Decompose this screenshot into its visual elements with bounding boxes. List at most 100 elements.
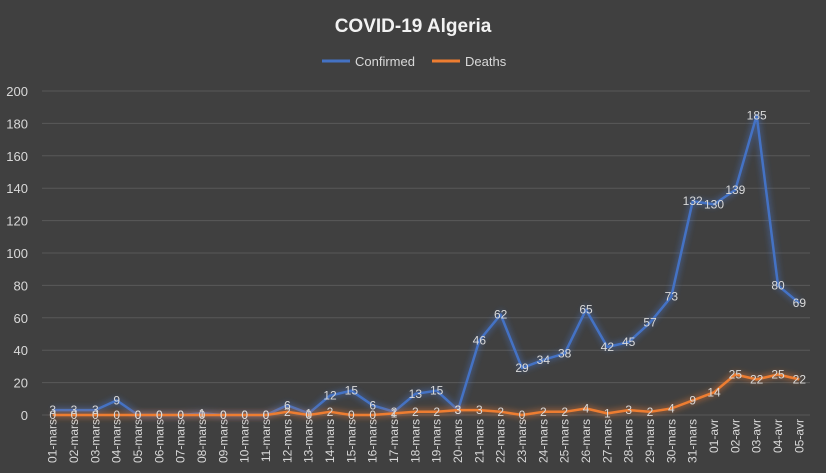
legend: Confirmed Deaths: [322, 54, 507, 69]
data-label-confirmed: 0: [241, 408, 248, 422]
data-label-deaths: 4: [583, 402, 590, 416]
data-label-deaths: 1: [604, 406, 611, 420]
x-tick-label: 06-mars: [152, 419, 166, 463]
data-label-confirmed: 139: [725, 183, 745, 197]
data-label-deaths: 14: [707, 385, 721, 399]
data-label-deaths: 0: [220, 408, 227, 422]
data-label-deaths: 3: [455, 403, 462, 417]
x-tick-label: 23-mars: [515, 419, 529, 463]
data-label-confirmed: 34: [537, 353, 551, 367]
x-tick-label: 02-mars: [67, 419, 81, 463]
data-label-deaths: 2: [561, 405, 568, 419]
x-tick-label: 01-avr: [707, 419, 721, 453]
x-tick-label: 02-avr: [728, 419, 742, 453]
data-label-deaths: 2: [412, 405, 419, 419]
data-label-confirmed: 62: [494, 308, 508, 322]
data-label-confirmed: 65: [579, 303, 593, 317]
x-tick-label: 21-mars: [472, 419, 486, 463]
x-tick-label: 07-mars: [174, 419, 188, 463]
data-label-deaths: 22: [750, 372, 764, 386]
data-label-deaths: 2: [647, 405, 654, 419]
legend-label-deaths: Deaths: [465, 54, 507, 69]
data-label-deaths: 0: [199, 408, 206, 422]
data-label-deaths: 3: [476, 403, 483, 417]
data-label-confirmed: 45: [622, 335, 636, 349]
data-label-deaths: 2: [540, 405, 547, 419]
data-label-confirmed: 6: [284, 398, 291, 412]
x-tick-label: 04-avr: [771, 419, 785, 453]
data-label-deaths: 0: [519, 408, 526, 422]
data-label-deaths: 0: [92, 408, 99, 422]
data-label-deaths: 22: [793, 372, 807, 386]
x-tick-label: 03-avr: [750, 419, 764, 453]
data-label-confirmed: 3: [71, 403, 78, 417]
x-tick-label: 11-mars: [259, 419, 273, 462]
x-tick-label: 08-mars: [195, 419, 209, 463]
x-tick-label: 01-mars: [46, 419, 60, 463]
data-label-deaths: 0: [305, 408, 312, 422]
data-label-confirmed: 12: [323, 389, 337, 403]
data-label-deaths: 0: [177, 408, 184, 422]
data-label-confirmed: 9: [113, 393, 120, 407]
data-label-deaths: 25: [771, 368, 785, 382]
y-axis: 0 20 40 60 80 100 120 140 160 180 200: [6, 84, 28, 423]
x-tick-label: 09-mars: [216, 419, 230, 463]
x-tick-label: 30-mars: [664, 419, 678, 463]
x-tick-label: 26-mars: [579, 419, 593, 463]
x-tick-label: 27-mars: [600, 419, 614, 463]
data-label-deaths: 0: [49, 408, 56, 422]
x-tick-label: 19-mars: [430, 419, 444, 463]
series-glow-confirmed: [52, 114, 802, 418]
data-label-deaths: 0: [348, 408, 355, 422]
x-tick-label: 16-mars: [366, 419, 380, 463]
series-lines: [52, 114, 802, 419]
y-tick-label: 80: [14, 278, 28, 293]
data-label-confirmed: 0: [263, 408, 270, 422]
data-label-deaths: 1: [391, 406, 398, 420]
x-axis: 01-mars 02-mars 03-mars 04-mars 05-mars 06-ma…: [46, 419, 807, 463]
data-label-deaths: 0: [241, 408, 248, 422]
data-label-deaths: 0: [113, 408, 120, 422]
x-tick-label: 31-mars: [686, 419, 700, 463]
chart-title: COVID-19 Algeria: [335, 16, 492, 37]
data-label-confirmed: 15: [430, 384, 444, 398]
data-label-confirmed: 1: [305, 406, 312, 420]
data-label-deaths: 2: [327, 405, 334, 419]
x-tick-label: 24-mars: [536, 419, 550, 463]
data-label-deaths: 2: [284, 405, 291, 419]
data-label-confirmed: 1: [199, 406, 206, 420]
data-label-deaths: 0: [156, 408, 163, 422]
y-tick-label: 180: [6, 116, 28, 131]
data-label-deaths: 0: [263, 408, 270, 422]
y-tick-label: 60: [14, 311, 28, 326]
x-tick-label: 17-mars: [387, 419, 401, 463]
data-label-deaths: 4: [668, 402, 675, 416]
data-label-confirmed: 6: [369, 398, 376, 412]
data-label-confirmed: 38: [558, 346, 572, 360]
x-tick-label: 05-mars: [131, 419, 145, 463]
data-label-deaths: 2: [433, 405, 440, 419]
x-tick-label: 22-mars: [494, 419, 508, 463]
y-tick-label: 100: [6, 246, 28, 261]
data-label-confirmed: 80: [771, 278, 785, 292]
y-tick-label: 200: [6, 84, 28, 99]
data-label-confirmed: 15: [345, 384, 359, 398]
x-tick-label: 12-mars: [280, 419, 294, 463]
data-label-confirmed: 29: [515, 361, 529, 375]
data-label-deaths: 9: [689, 393, 696, 407]
data-label-confirmed: 0: [156, 408, 163, 422]
y-tick-label: 0: [21, 408, 28, 423]
data-label-deaths: 0: [369, 408, 376, 422]
x-tick-label: 03-mars: [88, 419, 102, 463]
y-tick-label: 140: [6, 181, 28, 196]
data-label-confirmed: 3: [455, 403, 462, 417]
x-tick-label: 10-mars: [238, 419, 252, 463]
y-tick-label: 20: [14, 376, 28, 391]
data-label-confirmed: 132: [683, 194, 703, 208]
x-tick-label: 20-mars: [451, 419, 465, 463]
gridlines: [42, 90, 810, 416]
data-label-confirmed: 46: [473, 333, 487, 347]
data-label-confirmed: 3: [92, 403, 99, 417]
data-label-confirmed: 185: [747, 108, 767, 122]
